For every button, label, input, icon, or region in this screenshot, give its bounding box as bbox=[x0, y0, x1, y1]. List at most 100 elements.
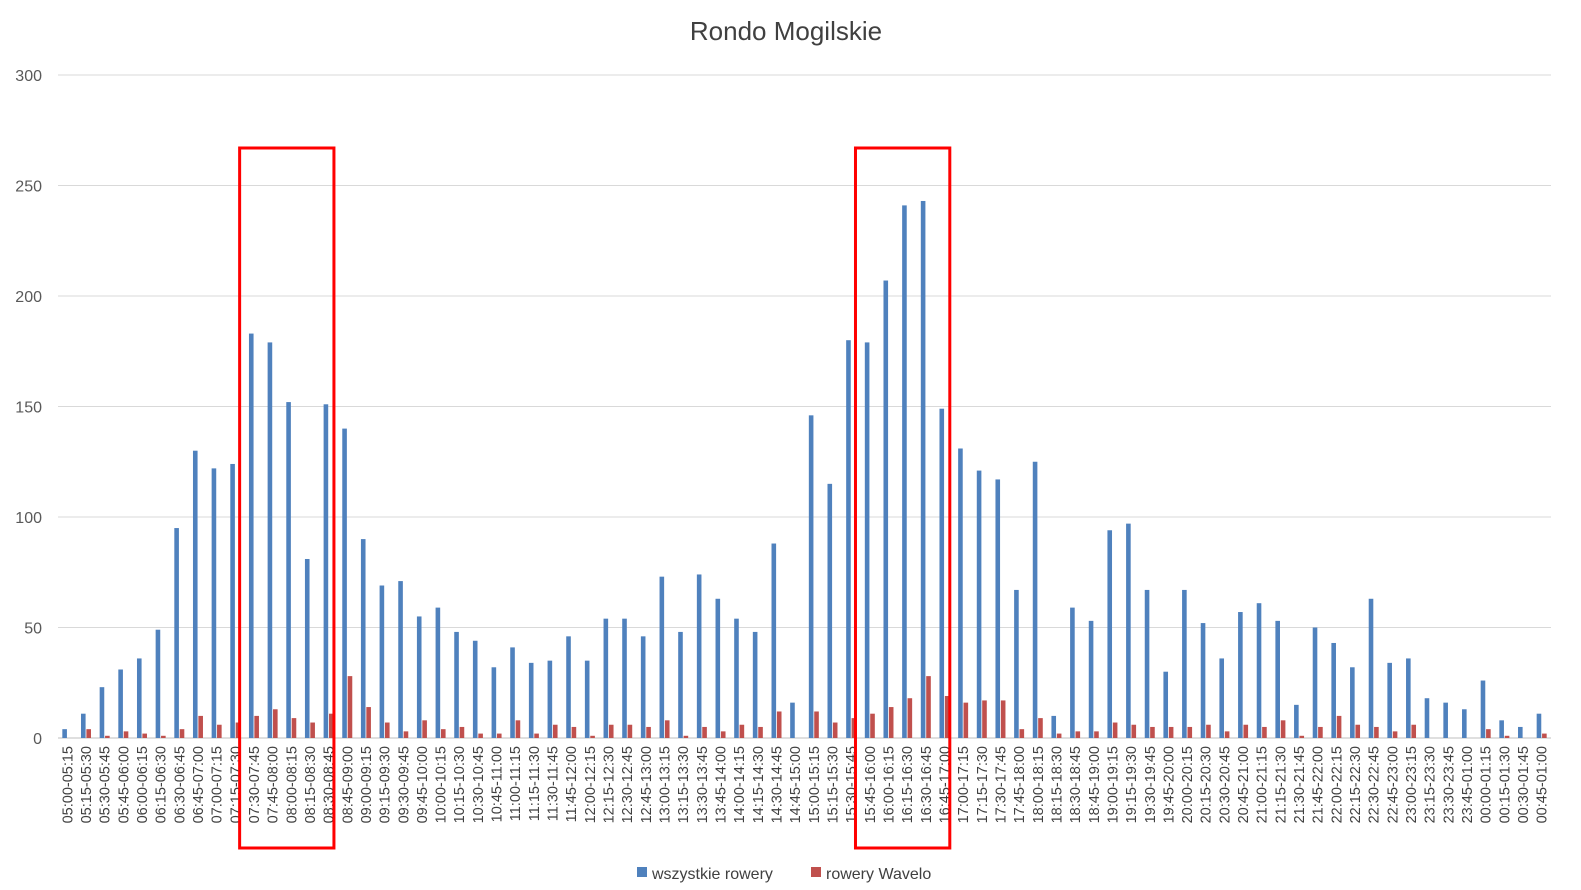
bar-all-bikes bbox=[435, 607, 441, 738]
bar-wavelo-bikes bbox=[105, 735, 110, 738]
bar-all-bikes bbox=[472, 640, 478, 738]
bar-all-bikes bbox=[510, 647, 515, 738]
x-tick-label: 16:00-16:15 bbox=[881, 746, 897, 823]
bar-wavelo-bikes bbox=[235, 722, 241, 738]
bar-all-bikes bbox=[1499, 720, 1504, 738]
bar-wavelo-bikes bbox=[1336, 715, 1342, 738]
bar-wavelo-bikes bbox=[254, 715, 259, 738]
bar-all-bikes bbox=[976, 470, 982, 738]
y-tick-label: 250 bbox=[15, 179, 42, 196]
x-tick-label: 21:30-21:45 bbox=[1292, 746, 1308, 823]
x-tick-label: 17:45-18:00 bbox=[1012, 746, 1028, 823]
bar-all-bikes bbox=[99, 687, 105, 738]
bar-wavelo-bikes bbox=[870, 713, 875, 738]
bar-wavelo-bikes bbox=[329, 713, 334, 738]
bar-wavelo-bikes bbox=[1019, 729, 1025, 738]
x-tick-label: 22:45-23:00 bbox=[1385, 746, 1401, 823]
x-tick-label: 00:15-01:30 bbox=[1497, 746, 1513, 823]
bar-all-bikes bbox=[136, 658, 142, 738]
bar-wavelo-bikes bbox=[142, 733, 147, 738]
bar-all-bikes bbox=[1126, 523, 1131, 738]
bar-wavelo-bikes bbox=[683, 735, 689, 738]
x-tick-label: 13:30-13:45 bbox=[695, 746, 711, 823]
bar-all-bikes bbox=[752, 631, 758, 738]
x-tick-label: 09:00-09:15 bbox=[359, 746, 375, 823]
bar-wavelo-bikes bbox=[814, 711, 819, 738]
bar-wavelo-bikes bbox=[86, 729, 91, 738]
x-tick-label: 20:45-21:00 bbox=[1236, 746, 1252, 823]
x-tick-label: 10:00-10:15 bbox=[434, 746, 450, 823]
bars bbox=[62, 200, 1547, 739]
x-tick-label: 16:30-16:45 bbox=[919, 746, 935, 823]
bar-wavelo-bikes bbox=[440, 729, 446, 738]
x-tick-label: 05:00-05:15 bbox=[60, 746, 76, 823]
bar-wavelo-bikes bbox=[1131, 724, 1137, 738]
bar-all-bikes bbox=[1032, 461, 1038, 738]
bar-all-bikes bbox=[1051, 715, 1057, 738]
bar-all-bikes bbox=[211, 468, 217, 738]
bar-wavelo-bikes bbox=[1392, 731, 1398, 738]
bar-wavelo-bikes bbox=[1542, 733, 1547, 738]
x-tick-label: 14:15-14:30 bbox=[751, 746, 767, 823]
x-tick-label: 20:00-20:15 bbox=[1180, 746, 1196, 823]
x-tick-label: 10:45-11:00 bbox=[490, 746, 506, 822]
bar-wavelo-bikes bbox=[496, 733, 502, 738]
x-tick-label: 21:15-21:30 bbox=[1273, 746, 1289, 823]
bar-all-bikes bbox=[734, 618, 739, 738]
bar-wavelo-bikes bbox=[217, 724, 222, 738]
x-tick-label: 10:15-10:30 bbox=[452, 746, 468, 823]
x-tick-label: 09:15-09:30 bbox=[378, 746, 394, 823]
bar-wavelo-bikes bbox=[478, 733, 483, 738]
bar-wavelo-bikes bbox=[198, 715, 203, 738]
bar-all-bikes bbox=[1443, 702, 1448, 738]
x-tick-label: 08:00-08:15 bbox=[284, 746, 300, 823]
bar-wavelo-bikes bbox=[273, 709, 278, 738]
bar-wavelo-bikes bbox=[944, 696, 950, 738]
bar-all-bikes bbox=[286, 402, 291, 738]
bar-all-bikes bbox=[267, 342, 273, 738]
bar-wavelo-bikes bbox=[123, 731, 129, 738]
x-tick-label: 09:45-10:00 bbox=[415, 746, 431, 823]
y-tick-label: 0 bbox=[33, 731, 42, 748]
bar-all-bikes bbox=[398, 581, 403, 738]
bar-wavelo-bikes bbox=[982, 700, 987, 738]
bar-all-bikes bbox=[1144, 589, 1150, 738]
bar-all-bikes bbox=[640, 636, 646, 738]
bar-wavelo-bikes bbox=[1411, 724, 1417, 738]
x-tick-label: 15:00-15:15 bbox=[807, 746, 823, 823]
bar-wavelo-bikes bbox=[1374, 726, 1379, 738]
bar-wavelo-bikes bbox=[310, 722, 315, 738]
x-tick-label: 17:00-17:15 bbox=[956, 746, 972, 823]
legend-swatch-wavelo-bikes bbox=[811, 867, 821, 877]
bar-all-bikes bbox=[827, 483, 833, 738]
bar-all-bikes bbox=[846, 340, 851, 738]
bar-all-bikes bbox=[1275, 620, 1280, 738]
x-tick-label: 12:15-12:30 bbox=[602, 746, 618, 823]
x-tick-label: 06:15-06:30 bbox=[154, 746, 170, 823]
bar-all-bikes bbox=[1107, 530, 1113, 738]
x-tick-label: 23:15-23:30 bbox=[1423, 746, 1439, 823]
y-tick-label: 200 bbox=[15, 289, 42, 306]
bar-wavelo-bikes bbox=[552, 724, 558, 738]
x-tick-label: 18:45-19:00 bbox=[1087, 746, 1103, 823]
bar-all-bikes bbox=[864, 342, 870, 738]
x-tick-label: 23:00-23:15 bbox=[1404, 746, 1420, 823]
bar-all-bikes bbox=[659, 576, 665, 738]
legend-swatch-all-bikes bbox=[637, 867, 647, 877]
bar-all-bikes bbox=[174, 528, 179, 738]
bar-all-bikes bbox=[1200, 623, 1206, 738]
bar-all-bikes bbox=[416, 616, 422, 738]
x-tick-label: 13:15-13:30 bbox=[676, 746, 692, 823]
bar-wavelo-bikes bbox=[161, 735, 166, 738]
bar-wavelo-bikes bbox=[646, 726, 651, 738]
x-tick-label: 19:15-19:30 bbox=[1124, 746, 1140, 823]
bar-all-bikes bbox=[304, 558, 310, 738]
x-tick-label: 13:45-14:00 bbox=[714, 746, 730, 823]
x-tick-label: 08:15-08:30 bbox=[303, 746, 319, 823]
legend-label-all-bikes: wszystkie rowery bbox=[651, 866, 773, 883]
x-tick-label: 19:30-19:45 bbox=[1143, 746, 1159, 823]
y-axis-ticks: 0 50 100 150 200 250 300 bbox=[15, 68, 42, 748]
bar-wavelo-bikes bbox=[776, 711, 782, 738]
x-tick-label: 15:15-15:30 bbox=[825, 746, 841, 823]
x-tick-label: 20:15-20:30 bbox=[1199, 746, 1215, 823]
